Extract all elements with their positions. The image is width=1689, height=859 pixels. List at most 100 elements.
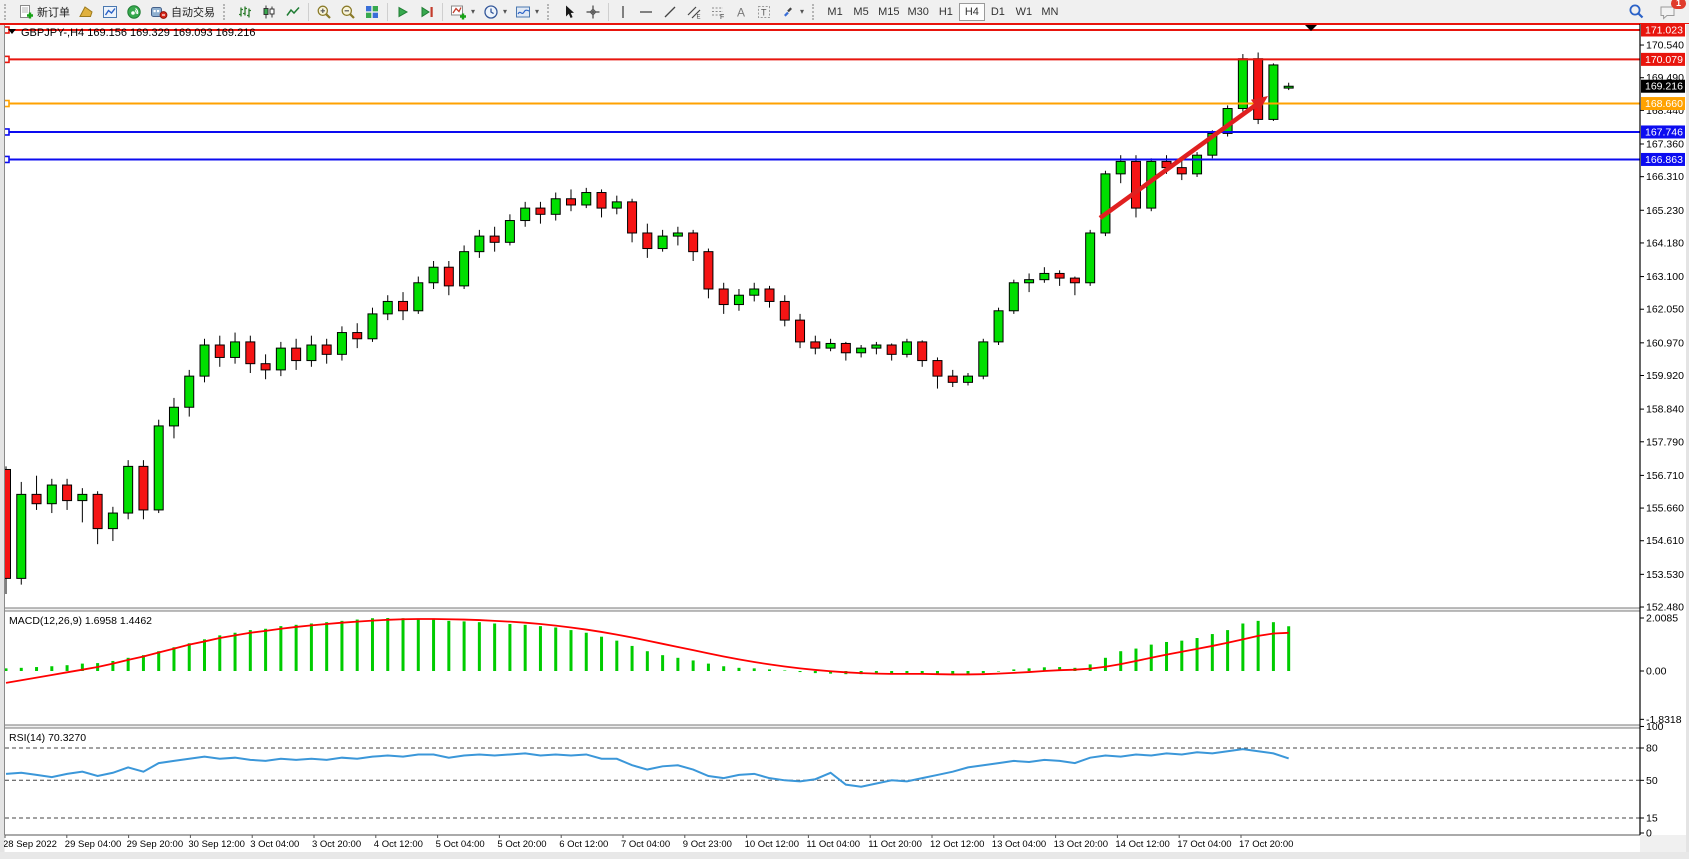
community-button[interactable] <box>122 2 146 22</box>
tab-timeframe-H1[interactable]: H1 <box>933 3 959 21</box>
candlestick-chart-button[interactable] <box>257 2 281 22</box>
svg-text:158.840: 158.840 <box>1646 404 1684 416</box>
text-label-icon: T <box>756 4 772 20</box>
current-price-badge: 169.216 <box>1641 79 1685 93</box>
tab-timeframe-M30[interactable]: M30 <box>903 3 932 21</box>
svg-text:3 Oct 20:00: 3 Oct 20:00 <box>312 839 361 850</box>
rsi-panel-bg <box>5 728 1689 835</box>
svg-text:154.610: 154.610 <box>1646 535 1684 547</box>
indicators-dropdown-caret[interactable]: ▾ <box>471 7 476 16</box>
timeframe-toolbar: M1 M5 M15 M30 H1 H4 D1 W1 MN <box>822 2 1063 21</box>
time-axis-bg[interactable] <box>5 835 1689 852</box>
candlestick-series <box>1 52 1294 594</box>
svg-text:5 Oct 04:00: 5 Oct 04:00 <box>436 839 485 850</box>
tile-windows-button[interactable] <box>360 2 384 22</box>
time-marker-triangle[interactable] <box>1305 25 1317 31</box>
svg-text:166.310: 166.310 <box>1646 171 1684 183</box>
line-chart-button[interactable] <box>281 2 305 22</box>
equidistant-channel-button[interactable]: E <box>682 2 706 22</box>
price-axis[interactable]: 170.540169.490168.440167.360166.310165.2… <box>1639 23 1689 853</box>
svg-text:9 Oct 23:00: 9 Oct 23:00 <box>683 839 732 850</box>
chart-window: 170.540 169.490 168.440 167.360 166.310 165.2… <box>0 23 1689 859</box>
svg-text:165.230: 165.230 <box>1646 205 1684 217</box>
svg-text:152.480: 152.480 <box>1646 602 1684 614</box>
svg-text:6 Oct 12:00: 6 Oct 12:00 <box>559 839 608 850</box>
tab-timeframe-M5[interactable]: M5 <box>848 3 874 21</box>
macd-label: MACD(12,26,9) 1.6958 1.4462 <box>9 615 152 627</box>
text-icon: A <box>734 4 748 20</box>
svg-text:29 Sep 20:00: 29 Sep 20:00 <box>127 839 184 850</box>
svg-text:11 Oct 04:00: 11 Oct 04:00 <box>806 839 860 850</box>
horizontal-line-button[interactable] <box>634 2 658 22</box>
gold-seal-button[interactable] <box>74 2 98 22</box>
fibonacci-button[interactable]: F <box>706 2 730 22</box>
time-axis[interactable]: 28 Sep 2022 29 Sep 04:00 29 Sep 20:00 30 Se… <box>3 835 1293 850</box>
templates-icon <box>515 4 531 20</box>
tab-timeframe-D1[interactable]: D1 <box>985 3 1011 21</box>
autotrading-button[interactable]: 自动交易 <box>146 2 219 22</box>
main-panel-bg <box>5 24 1689 608</box>
trend-arrow-annotation[interactable] <box>1098 96 1268 220</box>
svg-text:0.00: 0.00 <box>1646 666 1667 678</box>
charts-window-icon <box>102 4 118 20</box>
periods-dropdown-caret[interactable]: ▾ <box>503 7 508 16</box>
svg-text:153.530: 153.530 <box>1646 569 1684 581</box>
periods-button[interactable]: ▾ <box>479 2 511 22</box>
crosshair-button[interactable] <box>581 2 605 22</box>
zoom-in-button[interactable] <box>312 2 336 22</box>
zoom-out-icon <box>340 4 356 20</box>
templates-button[interactable]: ▾ <box>511 2 543 22</box>
bar-chart-button[interactable] <box>233 2 257 22</box>
price-badge-171.023: 171.023 <box>1641 23 1685 37</box>
price-badge-168.660: 168.660 <box>1641 97 1685 111</box>
auto-scroll-button[interactable] <box>391 2 415 22</box>
svg-text:170.079: 170.079 <box>1645 54 1683 66</box>
svg-text:100: 100 <box>1646 721 1664 733</box>
cursor-button[interactable] <box>557 2 581 22</box>
gbpjpy-h4-chart[interactable]: 170.540169.490168.440167.360166.310165.2… <box>0 23 1689 859</box>
zoom-out-button[interactable] <box>336 2 360 22</box>
arrows-icon <box>780 4 796 20</box>
search-button[interactable] <box>1624 2 1649 22</box>
rsi-label: RSI(14) 70.3270 <box>9 732 86 744</box>
svg-text:T: T <box>761 7 767 17</box>
svg-text:169.216: 169.216 <box>1645 81 1683 93</box>
svg-text:2.0085: 2.0085 <box>1646 612 1678 624</box>
svg-text:168.660: 168.660 <box>1645 98 1683 110</box>
toolbar-grip[interactable] <box>4 3 11 20</box>
svg-text:7 Oct 04:00: 7 Oct 04:00 <box>621 839 670 850</box>
left-window-border <box>0 25 4 859</box>
svg-text:MACD(12,26,9) 1.6958 1.4462: MACD(12,26,9) 1.6958 1.4462 <box>9 615 152 627</box>
indicators-button[interactable]: ▾ <box>446 2 479 22</box>
trendline-button[interactable] <box>658 2 682 22</box>
vertical-line-button[interactable] <box>612 2 634 22</box>
text-button[interactable]: A <box>730 2 752 22</box>
tab-timeframe-M1[interactable]: M1 <box>822 3 848 21</box>
chart-shift-button[interactable] <box>415 2 439 22</box>
arrows-dropdown-caret[interactable]: ▾ <box>800 7 805 16</box>
svg-text:12 Oct 12:00: 12 Oct 12:00 <box>930 839 984 850</box>
svg-text:5 Oct 20:00: 5 Oct 20:00 <box>497 839 546 850</box>
new-order-icon <box>18 4 34 20</box>
svg-text:A: A <box>737 5 745 19</box>
toolbar-grip[interactable] <box>812 3 819 20</box>
tab-timeframe-W1[interactable]: W1 <box>1011 3 1037 21</box>
tab-timeframe-MN[interactable]: MN <box>1037 3 1063 21</box>
text-label-button[interactable]: T <box>752 2 776 22</box>
svg-text:159.920: 159.920 <box>1646 370 1684 382</box>
templates-dropdown-caret[interactable]: ▾ <box>535 7 540 16</box>
notifications-button[interactable]: 1 <box>1655 0 1686 22</box>
charts-window-button[interactable] <box>98 2 122 22</box>
chart-title: GBPJPY-,H4 169.156 169.329 169.093 169.2… <box>21 27 255 39</box>
svg-text:50: 50 <box>1646 775 1658 787</box>
tab-timeframe-M15[interactable]: M15 <box>874 3 903 21</box>
tab-timeframe-H4[interactable]: H4 <box>958 2 985 21</box>
toolbar-grip[interactable] <box>547 3 554 20</box>
title-collapse-arrow[interactable] <box>8 29 16 34</box>
arrows-button[interactable]: ▾ <box>776 2 808 22</box>
price-line-objects[interactable] <box>2 26 1640 164</box>
new-order-button[interactable]: 新订单 <box>14 2 74 22</box>
horizontal-line-icon <box>638 4 654 20</box>
toolbar-grip[interactable] <box>223 3 230 20</box>
